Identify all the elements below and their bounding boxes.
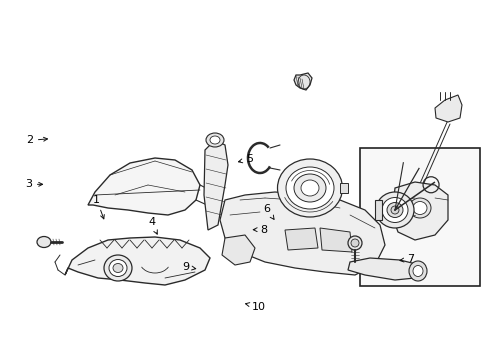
Polygon shape: [65, 237, 209, 285]
Text: 7: 7: [399, 254, 413, 264]
Text: 9: 9: [182, 262, 195, 272]
Polygon shape: [347, 258, 419, 280]
Ellipse shape: [113, 264, 123, 273]
Text: 2: 2: [26, 135, 47, 145]
Ellipse shape: [412, 266, 422, 276]
Polygon shape: [222, 235, 254, 265]
Polygon shape: [203, 140, 227, 230]
Ellipse shape: [386, 202, 402, 217]
Ellipse shape: [205, 133, 224, 147]
Text: 5: 5: [238, 154, 252, 164]
Ellipse shape: [350, 239, 358, 247]
Bar: [359, 148, 479, 286]
Polygon shape: [285, 228, 317, 250]
Ellipse shape: [375, 192, 413, 228]
Polygon shape: [391, 182, 447, 240]
Ellipse shape: [37, 237, 51, 248]
Polygon shape: [339, 183, 347, 193]
Polygon shape: [293, 73, 311, 90]
Ellipse shape: [390, 206, 398, 214]
Polygon shape: [434, 95, 461, 122]
Ellipse shape: [277, 159, 342, 217]
Polygon shape: [88, 158, 200, 215]
Ellipse shape: [293, 174, 325, 202]
Text: 3: 3: [25, 179, 42, 189]
Ellipse shape: [301, 180, 318, 196]
Ellipse shape: [381, 198, 407, 222]
Text: 1: 1: [93, 195, 104, 219]
Text: 8: 8: [253, 225, 267, 235]
Ellipse shape: [285, 167, 333, 209]
Polygon shape: [220, 192, 384, 275]
Ellipse shape: [104, 255, 132, 281]
Ellipse shape: [408, 198, 430, 218]
Ellipse shape: [412, 202, 426, 215]
Ellipse shape: [408, 261, 426, 281]
Text: 4: 4: [148, 217, 157, 234]
Ellipse shape: [347, 236, 361, 250]
Ellipse shape: [209, 136, 220, 144]
Ellipse shape: [109, 260, 127, 276]
Polygon shape: [374, 200, 381, 220]
Polygon shape: [319, 228, 351, 252]
Text: 6: 6: [263, 204, 273, 219]
Text: 10: 10: [245, 302, 265, 312]
